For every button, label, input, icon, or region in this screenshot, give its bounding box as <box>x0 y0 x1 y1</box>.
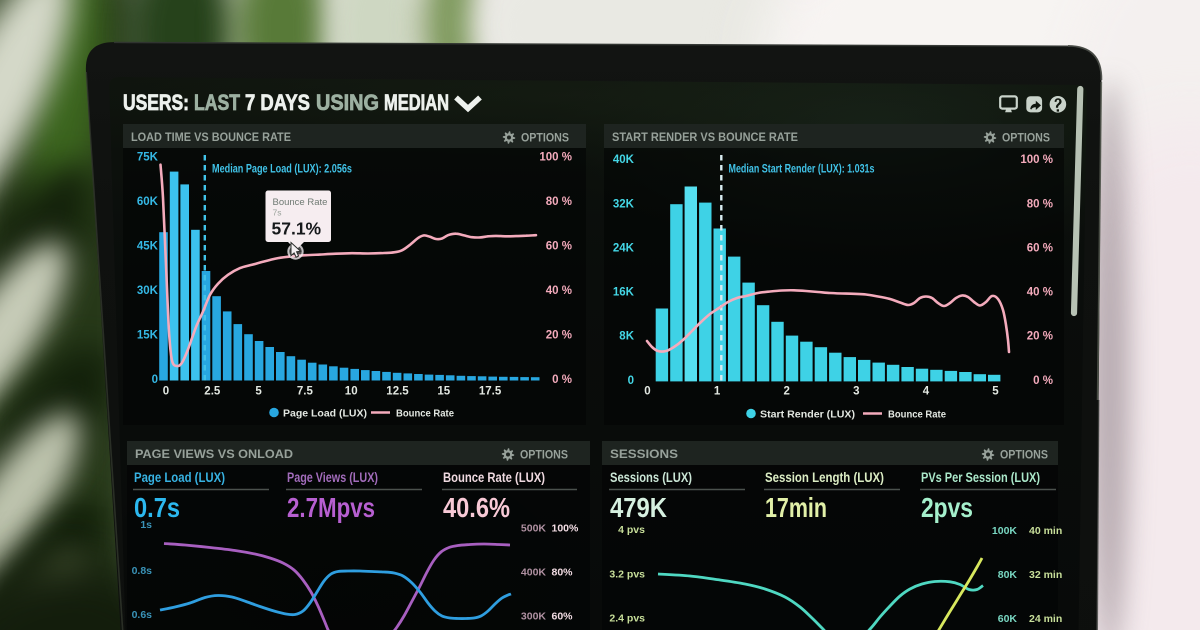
svg-text:OPTIONS: OPTIONS <box>1000 448 1048 462</box>
svg-text:OPTIONS: OPTIONS <box>521 131 569 145</box>
svg-text:57.1%: 57.1% <box>272 219 322 239</box>
svg-text:24 min: 24 min <box>1029 613 1062 625</box>
svg-text:80%: 80% <box>552 567 574 579</box>
svg-text:80 %: 80 % <box>1027 198 1053 210</box>
svg-text:0.6s: 0.6s <box>132 609 153 621</box>
svg-text:2: 2 <box>783 386 789 398</box>
svg-text:0.8s: 0.8s <box>132 565 153 577</box>
svg-text:100%: 100% <box>552 523 580 535</box>
svg-text:20 %: 20 % <box>1027 331 1053 343</box>
svg-text:0 %: 0 % <box>1033 375 1053 387</box>
svg-text:479K: 479K <box>610 492 667 523</box>
svg-text:100K: 100K <box>992 525 1018 537</box>
svg-text:OPTIONS: OPTIONS <box>1002 131 1050 145</box>
svg-text:80K: 80K <box>998 569 1018 581</box>
svg-text:80 %: 80 % <box>546 196 572 208</box>
svg-text:2.5: 2.5 <box>204 386 221 398</box>
svg-text:16K: 16K <box>613 287 635 299</box>
svg-text:Bounce Rate: Bounce Rate <box>888 409 946 421</box>
svg-text:7 DAYS: 7 DAYS <box>245 90 310 115</box>
svg-text:12.5: 12.5 <box>386 386 409 398</box>
svg-text:15: 15 <box>437 386 450 398</box>
svg-text:Page Load (LUX): Page Load (LUX) <box>283 408 367 420</box>
svg-text:30K: 30K <box>137 285 159 297</box>
svg-text:Median Page Load (LUX): 2.056s: Median Page Load (LUX): 2.056s <box>212 162 352 176</box>
svg-text:10: 10 <box>345 386 358 398</box>
svg-text:15K: 15K <box>137 330 159 342</box>
svg-text:Median Start Render (LUX): 1.0: Median Start Render (LUX): 1.031s <box>729 162 875 176</box>
svg-text:Page Load (LUX): Page Load (LUX) <box>134 470 225 485</box>
svg-text:17min: 17min <box>765 492 827 523</box>
svg-text:Bounce Rate: Bounce Rate <box>396 408 454 420</box>
svg-text:40 %: 40 % <box>546 285 572 297</box>
svg-text:MEDIAN: MEDIAN <box>384 90 449 115</box>
svg-text:3.2 pvs: 3.2 pvs <box>609 569 645 581</box>
svg-text:Session Length (LUX): Session Length (LUX) <box>765 470 884 485</box>
svg-text:60K: 60K <box>137 196 159 208</box>
svg-text:4 pvs: 4 pvs <box>618 524 645 536</box>
svg-text:60 %: 60 % <box>1027 242 1053 254</box>
svg-text:40.6%: 40.6% <box>443 492 510 523</box>
svg-text:PAGE VIEWS VS ONLOAD: PAGE VIEWS VS ONLOAD <box>135 447 293 461</box>
svg-text:32K: 32K <box>613 198 635 210</box>
svg-text:7.5: 7.5 <box>297 386 314 398</box>
svg-text:0: 0 <box>644 386 650 398</box>
svg-text:5: 5 <box>992 386 999 398</box>
svg-text:75K: 75K <box>137 152 159 164</box>
svg-text:8K: 8K <box>619 331 634 343</box>
svg-text:60K: 60K <box>998 613 1018 625</box>
svg-text:OPTIONS: OPTIONS <box>520 448 568 462</box>
svg-text:4: 4 <box>923 386 930 398</box>
svg-text:40 %: 40 % <box>1027 287 1053 299</box>
svg-text:USING: USING <box>316 90 379 115</box>
svg-text:60 %: 60 % <box>546 241 572 253</box>
svg-text:Bounce Rate: Bounce Rate <box>273 197 328 208</box>
svg-text:40K: 40K <box>613 154 635 166</box>
svg-text:32 min: 32 min <box>1029 569 1062 581</box>
svg-text:100 %: 100 % <box>539 152 572 164</box>
svg-text:LOAD TIME VS BOUNCE RATE: LOAD TIME VS BOUNCE RATE <box>131 130 291 144</box>
svg-text:20 %: 20 % <box>546 330 572 342</box>
svg-text:0 %: 0 % <box>552 374 572 386</box>
svg-text:Start Render (LUX): Start Render (LUX) <box>760 409 855 421</box>
svg-text:LAST: LAST <box>194 90 240 115</box>
svg-text:Sessions (LUX): Sessions (LUX) <box>610 470 692 485</box>
svg-text:400K: 400K <box>521 567 547 579</box>
svg-text:1: 1 <box>714 386 721 398</box>
svg-text:500K: 500K <box>521 523 547 535</box>
svg-text:2.7Mpvs: 2.7Mpvs <box>287 492 375 523</box>
svg-text:7s: 7s <box>273 208 282 218</box>
svg-text:60%: 60% <box>552 611 574 623</box>
svg-text:0: 0 <box>152 374 158 386</box>
svg-text:USERS:: USERS: <box>123 90 189 115</box>
svg-text:0: 0 <box>163 386 169 398</box>
svg-text:Page Views (LUX): Page Views (LUX) <box>287 470 378 485</box>
svg-text:3: 3 <box>853 386 859 398</box>
svg-text:1s: 1s <box>140 519 152 531</box>
svg-text:100 %: 100 % <box>1020 154 1053 166</box>
svg-text:0: 0 <box>628 375 634 387</box>
svg-text:2.4 pvs: 2.4 pvs <box>609 613 645 625</box>
svg-text:PVs Per Session (LUX): PVs Per Session (LUX) <box>921 470 1040 485</box>
svg-text:Bounce Rate (LUX): Bounce Rate (LUX) <box>443 470 545 485</box>
svg-text:0.7s: 0.7s <box>134 492 180 523</box>
svg-text:24K: 24K <box>613 242 635 254</box>
svg-text:40 min: 40 min <box>1029 525 1062 537</box>
svg-text:START RENDER VS BOUNCE RATE: START RENDER VS BOUNCE RATE <box>612 130 798 144</box>
svg-text:300K: 300K <box>521 611 547 623</box>
svg-text:2pvs: 2pvs <box>921 492 973 523</box>
svg-text:17.5: 17.5 <box>479 386 502 398</box>
svg-text:5: 5 <box>255 386 262 398</box>
svg-text:45K: 45K <box>137 241 159 253</box>
svg-text:SESSIONS: SESSIONS <box>610 447 678 461</box>
